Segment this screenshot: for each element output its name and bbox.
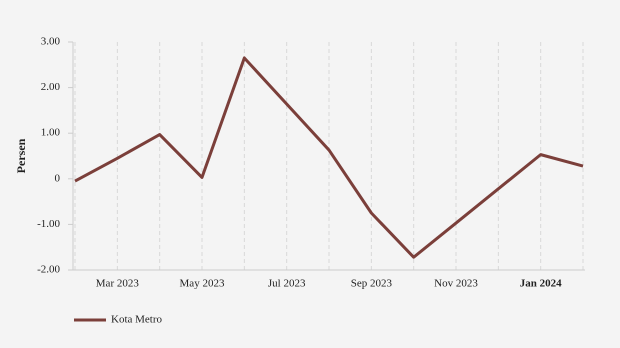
x-tick-label: Mar 2023 — [96, 278, 140, 290]
y-axis-label: Persen — [14, 138, 28, 173]
x-tick-label: Jul 2023 — [268, 278, 306, 290]
y-tick-label: -2.00 — [37, 264, 60, 276]
y-tick-label: 3.00 — [41, 36, 61, 48]
x-tick-label: Sep 2023 — [351, 278, 393, 290]
y-tick-label: 1.00 — [41, 127, 61, 139]
x-tick-label: May 2023 — [180, 278, 225, 290]
y-tick-label: 2.00 — [41, 81, 61, 93]
legend-label: Kota Metro — [111, 314, 163, 326]
x-tick-label: Jan 2024 — [520, 278, 562, 290]
y-tick-label: 0 — [55, 172, 61, 184]
line — [74, 56, 584, 259]
y-tick-label: -1.00 — [37, 218, 60, 230]
x-tick-label: Nov 2023 — [434, 278, 478, 290]
